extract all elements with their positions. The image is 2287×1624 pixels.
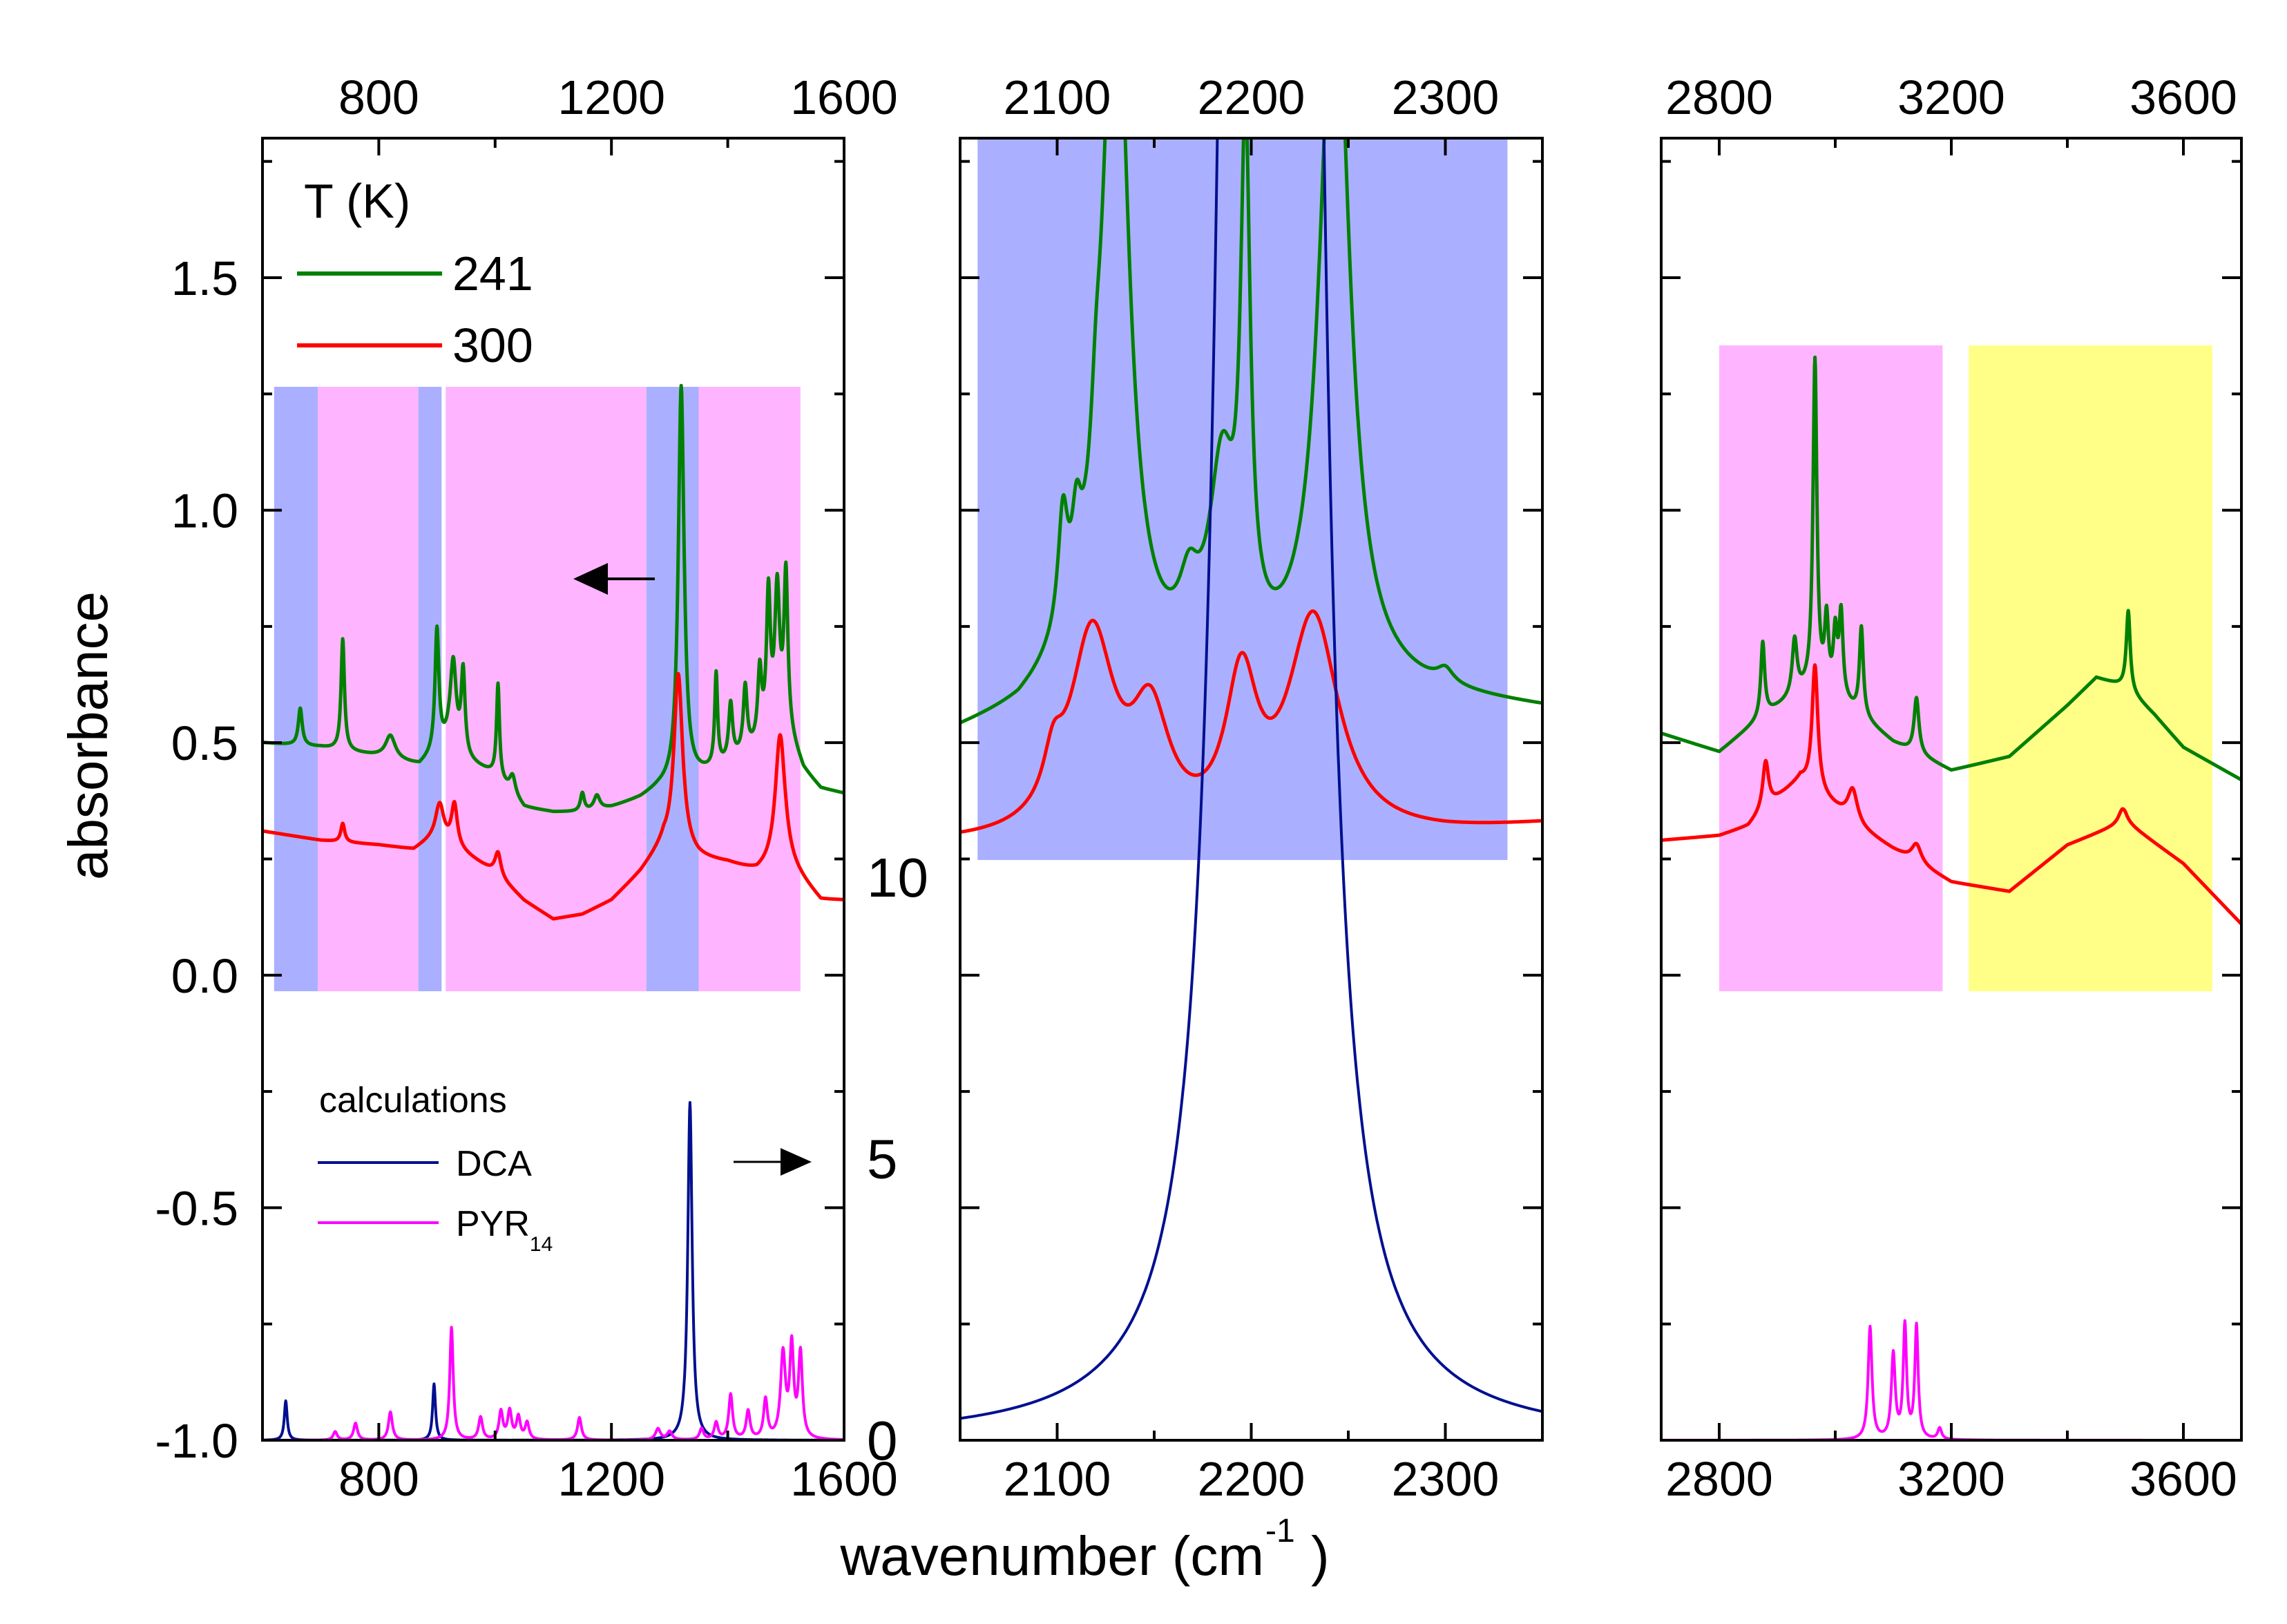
x-tick-label-top: 2100 [1004, 70, 1111, 124]
series-300k [262, 671, 844, 921]
x-tick-label-top: 2200 [1198, 70, 1305, 124]
x-tick-label-bottom: 3600 [2130, 1452, 2237, 1506]
x-tick-label-top: 3600 [2130, 70, 2237, 124]
x-tick-label-top: 1600 [790, 70, 898, 124]
shaded-region-pink-4 [446, 387, 647, 991]
series-300k [960, 609, 1542, 834]
x-tick-label-bottom: 3200 [1897, 1452, 2005, 1506]
legend-label-241: 241 [452, 247, 533, 300]
right-panel: 2800 2800 3200 3200 3600 3600 [1660, 70, 2243, 1506]
panel-frame [261, 137, 845, 1442]
y-tick-label: 0.0 [171, 949, 238, 1003]
series-group [960, 138, 1542, 1440]
y-tick-label: -1.0 [155, 1414, 238, 1468]
shaded-region-blue-5 [646, 387, 699, 991]
legend-label-300: 300 [452, 318, 533, 372]
series-241k [262, 383, 844, 814]
right-axis-arrow [734, 1148, 812, 1176]
x-tick-label-top: 800 [338, 70, 419, 124]
shaded-region-blue-1 [274, 387, 318, 991]
calc-label-pyr: PYR14 [456, 1204, 553, 1256]
x-tick-label-bottom: 1200 [557, 1452, 665, 1506]
x-tick-label-bottom: 2200 [1198, 1452, 1305, 1506]
x-tick-label-bottom: 1600 [790, 1452, 898, 1506]
left-panel: 800 800 1200 1200 1600 1600 -1.0 -0.5 0.0 0.5 1.0 1… [155, 70, 928, 1506]
x-axis-label: wavenumber (cm [839, 1525, 1264, 1587]
calc-legend-title: calculations [319, 1080, 507, 1120]
x-axis-label-superscript: -1 [1265, 1513, 1295, 1549]
series-pyr14-calc [1661, 1319, 2241, 1440]
y-tick-label: -0.5 [155, 1181, 238, 1235]
calc-axis-tick-label: 0 [867, 1410, 898, 1471]
shaded-region-pink-1 [1719, 345, 1943, 991]
series-dca-calc [262, 1101, 844, 1440]
series-241k [1661, 355, 2241, 782]
x-tick-label-bottom: 2800 [1665, 1452, 1773, 1506]
y-axis-label: absorbance [57, 591, 119, 880]
series-pyr14-calc [262, 1326, 844, 1440]
shaded-region-yellow-2 [1969, 345, 2212, 991]
calc-label-dca: DCA [456, 1144, 532, 1184]
x-tick-label-bottom: 2300 [1392, 1452, 1500, 1506]
shaded-region-blue-3 [418, 387, 442, 991]
middle-panel: 2100 2100 2200 2200 2300 2300 [959, 70, 1544, 1506]
y-tick-label: 1.0 [171, 484, 238, 538]
series-241k [960, 138, 1542, 725]
left-axis-arrow [573, 563, 655, 595]
shaded-region-pink-2 [317, 387, 419, 991]
x-tick-label-top: 2800 [1665, 70, 1773, 124]
x-tick-label-top: 1200 [557, 70, 665, 124]
x-tick-label-top: 3200 [1897, 70, 2005, 124]
x-axis-label-close: ) [1311, 1525, 1330, 1587]
y-tick-label: 1.5 [171, 251, 238, 305]
temperature-legend: T (K) 241 300 [297, 174, 533, 372]
series-300k [1661, 663, 2241, 926]
series-dca-calc [960, 138, 1542, 1420]
legend-title: T (K) [304, 174, 410, 228]
y-tick-label: 0.5 [171, 716, 238, 770]
x-tick-label-bottom: 800 [338, 1452, 419, 1506]
calc-axis-tick-label: 5 [867, 1129, 898, 1190]
calc-axis-tick-label: 10 [867, 847, 928, 908]
x-tick-label-bottom: 2100 [1004, 1452, 1111, 1506]
calculations-legend: calculations DCA PYR14 [318, 1080, 553, 1256]
x-tick-label-top: 2300 [1392, 70, 1500, 124]
